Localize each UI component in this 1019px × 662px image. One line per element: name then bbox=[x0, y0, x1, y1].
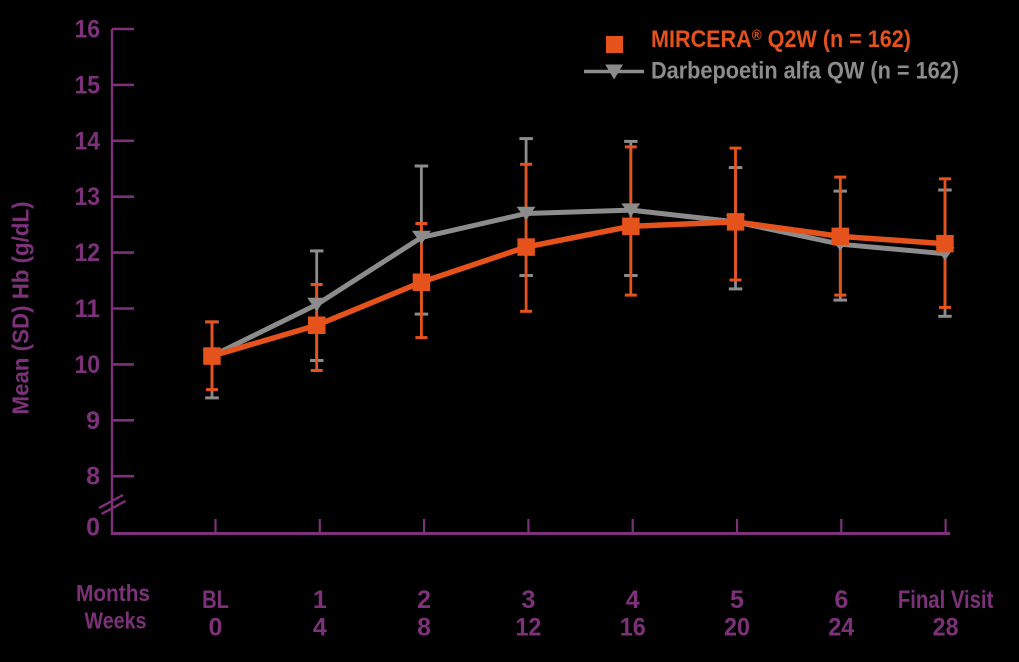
svg-text:8: 8 bbox=[417, 614, 431, 642]
svg-text:14: 14 bbox=[75, 127, 101, 155]
svg-text:12: 12 bbox=[515, 614, 541, 642]
svg-text:BL: BL bbox=[202, 586, 229, 614]
svg-text:0: 0 bbox=[209, 614, 223, 642]
svg-text:20: 20 bbox=[724, 614, 750, 642]
svg-text:Mean (SD) Hb (g/dL): Mean (SD) Hb (g/dL) bbox=[8, 202, 34, 415]
svg-text:8: 8 bbox=[86, 463, 100, 491]
svg-text:10: 10 bbox=[75, 351, 101, 379]
svg-text:6: 6 bbox=[834, 586, 848, 614]
svg-text:5: 5 bbox=[730, 586, 744, 614]
svg-text:28: 28 bbox=[933, 614, 959, 642]
svg-text:Final Visit: Final Visit bbox=[898, 586, 994, 614]
svg-text:0: 0 bbox=[86, 514, 100, 542]
svg-text:Weeks: Weeks bbox=[85, 608, 147, 634]
svg-text:MIRCERA® Q2W (n = 162): MIRCERA® Q2W (n = 162) bbox=[651, 26, 911, 53]
svg-text:16: 16 bbox=[75, 16, 101, 44]
svg-text:9: 9 bbox=[86, 407, 100, 435]
svg-text:15: 15 bbox=[75, 71, 101, 99]
svg-text:16: 16 bbox=[620, 614, 646, 642]
svg-text:1: 1 bbox=[313, 586, 327, 614]
svg-text:13: 13 bbox=[75, 183, 101, 211]
svg-text:Months: Months bbox=[76, 580, 150, 606]
svg-text:12: 12 bbox=[75, 239, 101, 267]
svg-text:3: 3 bbox=[521, 586, 535, 614]
svg-text:24: 24 bbox=[828, 614, 854, 642]
svg-text:Darbepoetin alfa QW (n = 162): Darbepoetin alfa QW (n = 162) bbox=[651, 58, 959, 85]
svg-text:4: 4 bbox=[626, 586, 640, 614]
svg-text:2: 2 bbox=[417, 586, 431, 614]
svg-text:11: 11 bbox=[75, 295, 101, 323]
svg-text:4: 4 bbox=[313, 614, 327, 642]
